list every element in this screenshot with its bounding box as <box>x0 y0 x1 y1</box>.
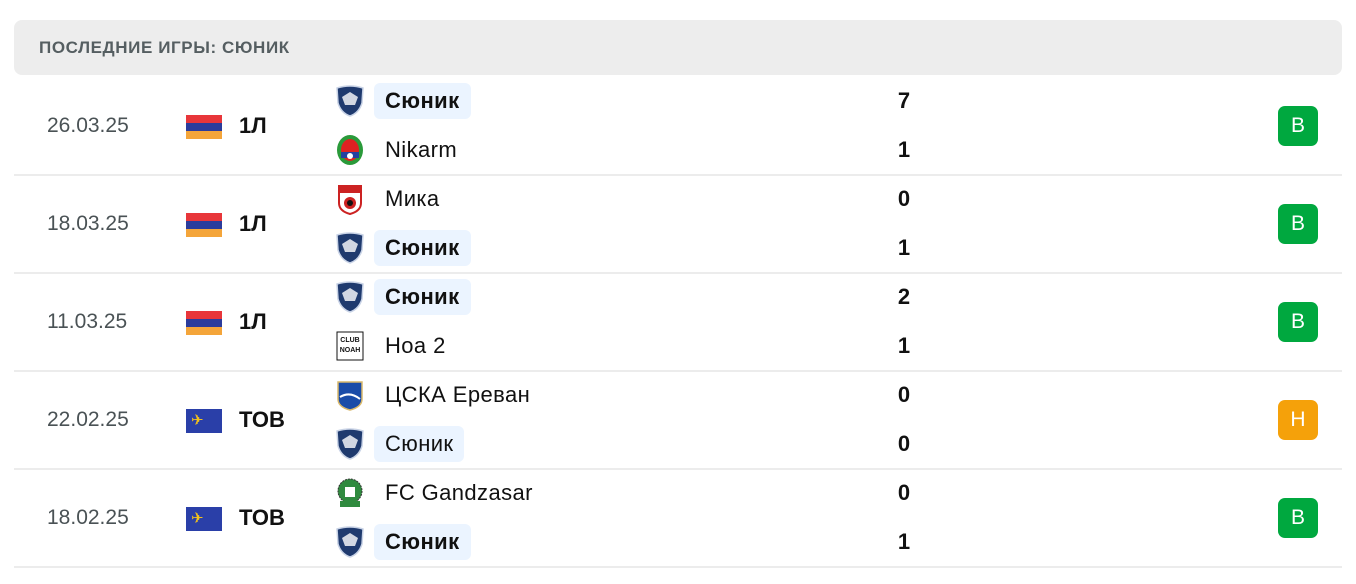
match-date: 11.03.25 <box>47 310 128 333</box>
team-score: 1 <box>897 333 911 358</box>
league-label: 1Л <box>239 113 267 138</box>
world-flag-icon: ✈︎ <box>186 507 222 531</box>
team-name: Сюник <box>374 524 471 560</box>
result-badge: В <box>1278 498 1318 538</box>
team-score: 0 <box>897 480 911 505</box>
cska-logo-icon <box>334 379 366 411</box>
match-date: 22.02.25 <box>47 408 129 431</box>
team-line[interactable]: Сюник <box>334 230 471 266</box>
match-row[interactable]: 22.02.25 ✈︎ ТОВ ЦСКА Ереван 0 Сюник 0 Н <box>14 372 1342 470</box>
noah-logo-icon: CLUB NOAH <box>334 330 366 362</box>
league-label: ТОВ <box>239 505 285 530</box>
result-badge: В <box>1278 106 1318 146</box>
svg-text:CLUB: CLUB <box>340 337 359 344</box>
team-score: 0 <box>897 186 911 211</box>
league-label: 1Л <box>239 309 267 334</box>
match-row[interactable]: 26.03.25 1Л Сюник 7 Nikarm 1 В <box>14 78 1342 176</box>
match-date: 18.02.25 <box>47 506 129 529</box>
gandzasar-logo-icon <box>334 477 366 509</box>
league-label: 1Л <box>239 211 267 236</box>
team-line[interactable]: Nikarm <box>334 132 468 168</box>
team-name: Сюник <box>374 426 465 462</box>
team-score: 0 <box>897 431 911 456</box>
team-line[interactable]: CLUB NOAH Ноа 2 <box>334 328 457 364</box>
match-row[interactable]: 18.03.25 1Л Мика 0 Сюник 1 В <box>14 176 1342 274</box>
team-name: FC Gandzasar <box>385 480 533 505</box>
svg-text:NOAH: NOAH <box>340 347 361 354</box>
armenia-flag-icon <box>186 213 222 237</box>
syunik-logo-icon <box>334 281 366 313</box>
team-name: Nikarm <box>385 137 458 162</box>
syunik-logo-icon <box>334 428 366 460</box>
team-name: Сюник <box>374 279 471 315</box>
result-badge: Н <box>1278 400 1318 440</box>
syunik-logo-icon <box>334 85 366 117</box>
syunik-logo-icon <box>334 526 366 558</box>
section-header: ПОСЛЕДНИЕ ИГРЫ: СЮНИК <box>14 20 1342 75</box>
match-row[interactable]: 18.02.25 ✈︎ ТОВ FC Gandzasar 0 Сюник 1 В <box>14 470 1342 568</box>
team-line[interactable]: Сюник <box>334 279 471 315</box>
match-date: 18.03.25 <box>47 212 129 235</box>
team-name: Сюник <box>374 230 471 266</box>
match-date: 26.03.25 <box>47 114 129 137</box>
team-score: 1 <box>897 137 911 162</box>
team-line[interactable]: Сюник <box>334 524 471 560</box>
team-score: 1 <box>897 529 911 554</box>
result-badge: В <box>1278 302 1318 342</box>
match-row[interactable]: 11.03.25 1Л Сюник 2 CLUB NOAH Ноа 2 1 В <box>14 274 1342 372</box>
team-name: Сюник <box>374 83 471 119</box>
team-line[interactable]: Сюник <box>334 426 465 462</box>
team-line[interactable]: Мика <box>334 181 451 217</box>
world-flag-icon: ✈︎ <box>186 409 222 433</box>
mika-logo-icon <box>334 183 366 215</box>
result-badge: В <box>1278 204 1318 244</box>
team-name: Мика <box>385 186 440 211</box>
team-score: 2 <box>897 284 911 309</box>
nikarm-logo-icon <box>334 134 366 166</box>
syunik-logo-icon <box>334 232 366 264</box>
team-line[interactable]: FC Gandzasar <box>334 475 544 511</box>
team-score: 0 <box>897 382 911 407</box>
league-label: ТОВ <box>239 407 285 432</box>
team-score: 1 <box>897 235 911 260</box>
team-line[interactable]: ЦСКА Ереван <box>334 377 541 413</box>
armenia-flag-icon <box>186 311 222 335</box>
team-name: ЦСКА Ереван <box>385 382 531 407</box>
team-line[interactable]: Сюник <box>334 83 471 119</box>
team-name: Ноа 2 <box>385 333 446 358</box>
team-score: 7 <box>897 88 911 113</box>
armenia-flag-icon <box>186 115 222 139</box>
